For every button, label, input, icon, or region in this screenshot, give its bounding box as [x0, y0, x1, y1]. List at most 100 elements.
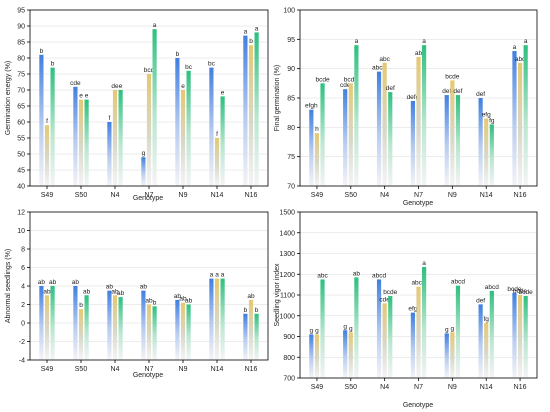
- y-tick-label: 0: [21, 321, 25, 328]
- x-tick-label: S49: [311, 384, 324, 391]
- bar-series-3: [489, 290, 494, 378]
- y-tick-label: 70: [287, 184, 295, 191]
- bar-series-1: [243, 35, 248, 186]
- y-tick-label: 90: [287, 66, 295, 73]
- y-tick-label: 2: [21, 302, 25, 309]
- significance-letter: cde: [379, 296, 390, 303]
- y-axis-label: Seedling vigor index: [274, 263, 281, 327]
- significance-letter: ab: [38, 279, 46, 286]
- x-tick-label: N14: [480, 192, 493, 199]
- x-tick-label: N16: [245, 366, 258, 373]
- y-tick-label: 85: [287, 96, 295, 103]
- y-tick-label: 10: [17, 228, 25, 235]
- significance-letter: g: [343, 323, 347, 330]
- x-tick-label: S49: [41, 192, 54, 199]
- y-tick-label: 90: [17, 24, 25, 31]
- bar-series-2: [450, 332, 455, 378]
- significance-letter: bc: [185, 64, 193, 71]
- x-tick-label: S50: [345, 384, 358, 391]
- bar-series-2: [382, 303, 387, 378]
- y-axis-label: Germination energy (%): [5, 61, 12, 135]
- x-tick-label: S49: [311, 192, 324, 199]
- significance-letter: h: [315, 126, 319, 133]
- significance-letter: bcde: [315, 76, 329, 83]
- significance-letter: ab: [111, 288, 119, 295]
- bar-series-2: [314, 133, 320, 186]
- bar-series-2: [348, 332, 353, 378]
- bar-series-3: [220, 278, 225, 360]
- significance-letter: fg: [489, 117, 495, 124]
- bar-series-3: [354, 45, 359, 187]
- bar-series-3: [220, 96, 225, 186]
- y-tick-label: 8: [21, 247, 25, 254]
- significance-letter: a: [422, 260, 426, 267]
- bar-series-1: [410, 312, 415, 378]
- bar-series-1: [309, 334, 314, 378]
- bar-series-3: [254, 313, 259, 360]
- significance-letter: ab: [174, 293, 182, 300]
- x-tick-label: S50: [75, 192, 88, 199]
- significance-letter: bc: [208, 61, 216, 68]
- bar-series-1: [107, 122, 112, 186]
- significance-letter: e: [181, 83, 185, 90]
- bar-series-2: [112, 90, 118, 186]
- significance-letter: ab: [353, 270, 361, 277]
- bar-series-1: [209, 67, 214, 186]
- y-tick-label: 100: [283, 8, 295, 15]
- x-tick-label: N9: [448, 192, 457, 199]
- x-tick-label: N4: [111, 192, 120, 199]
- y-tick-label: 1500: [279, 210, 295, 217]
- significance-letter: bcde: [519, 289, 533, 296]
- significance-letter: a: [513, 44, 517, 51]
- significance-letter: a: [244, 29, 248, 36]
- y-tick-label: 85: [17, 40, 25, 47]
- significance-letter: def: [386, 85, 395, 92]
- bar-series-1: [444, 333, 449, 378]
- significance-letter: a: [524, 38, 528, 45]
- y-tick-label: 700: [283, 376, 295, 383]
- significance-letter: bcde: [445, 73, 459, 80]
- bar-series-2: [214, 278, 220, 360]
- significance-letter: b: [51, 61, 55, 68]
- significance-letter: ab: [106, 284, 114, 291]
- significance-letter: ab: [140, 284, 148, 291]
- y-tick-label: 70: [17, 88, 25, 95]
- x-axis-label: Genotype: [403, 402, 433, 409]
- significance-letter: ab: [179, 296, 187, 303]
- significance-letter: de: [111, 83, 119, 90]
- y-tick-label: -4: [19, 358, 25, 365]
- significance-letter: b: [244, 307, 248, 314]
- y-tick-label: 6: [21, 265, 25, 272]
- significance-letter: a: [215, 272, 219, 279]
- significance-letter: ab: [247, 293, 255, 300]
- bar-series-2: [112, 295, 118, 360]
- significance-letter: bcd: [144, 67, 155, 74]
- x-tick-label: S50: [345, 192, 358, 199]
- bar-series-2: [44, 295, 50, 360]
- significance-letter: b: [40, 48, 44, 55]
- chart-panels: 404550556065707580859095bcdefgbbcafedebc…: [5, 8, 538, 409]
- significance-letter: b: [153, 299, 157, 306]
- y-tick-label: 800: [283, 355, 295, 362]
- bar-series-2: [416, 56, 421, 186]
- bar-series-1: [141, 157, 146, 186]
- x-tick-label: N16: [514, 384, 527, 391]
- y-tick-label: 1400: [279, 230, 295, 237]
- chart-panel-4: 700800900100011001200130014001500ggabcde…: [274, 210, 538, 409]
- significance-letter: cde: [70, 80, 81, 87]
- bar-series-3: [455, 285, 461, 378]
- significance-letter: bcde: [383, 289, 397, 296]
- bar-series-3: [152, 29, 157, 187]
- y-tick-label: 75: [287, 154, 295, 161]
- significance-letter: e: [119, 83, 123, 90]
- significance-letter: ab: [415, 50, 423, 57]
- x-axis-label: Genotype: [133, 372, 163, 379]
- bar-series-2: [382, 62, 387, 186]
- significance-letter: ab: [145, 298, 153, 305]
- bar-series-2: [146, 304, 152, 360]
- x-axis-label: Genotype: [403, 200, 433, 207]
- significance-letter: f: [46, 118, 48, 125]
- significance-letter: efgh: [305, 103, 318, 110]
